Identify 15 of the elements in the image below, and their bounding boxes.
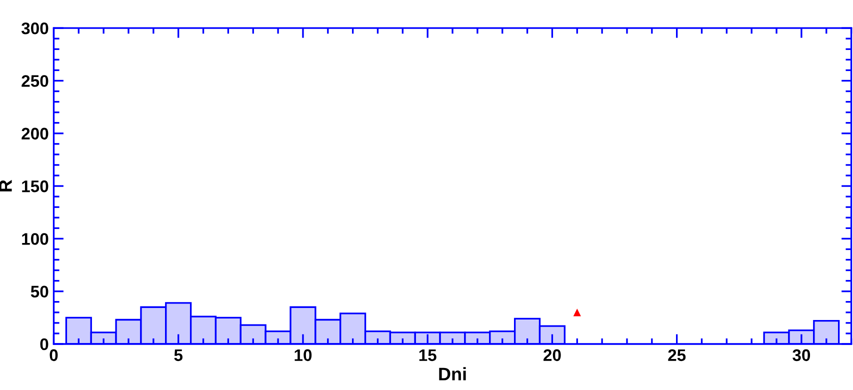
x-tick-label: 0 bbox=[50, 349, 58, 362]
x-axis-title: Dni bbox=[439, 367, 466, 380]
x-tick-label: 25 bbox=[668, 349, 686, 362]
x-tick-label: 10 bbox=[294, 349, 312, 362]
y-tick-label: 100 bbox=[22, 233, 48, 245]
y-tick-label: 150 bbox=[22, 180, 48, 192]
y-tick-label: 250 bbox=[22, 75, 48, 87]
x-tick-label: 20 bbox=[544, 349, 561, 362]
x-tick-label: 15 bbox=[419, 349, 436, 362]
x-tick-label: 5 bbox=[174, 349, 183, 362]
y-tick-label: 200 bbox=[22, 128, 48, 140]
y-tick-label: 50 bbox=[30, 286, 48, 298]
y-tick-label: 0 bbox=[40, 338, 48, 350]
x-tick-label: 30 bbox=[792, 349, 810, 362]
y-tick-label: 300 bbox=[21, 22, 48, 34]
